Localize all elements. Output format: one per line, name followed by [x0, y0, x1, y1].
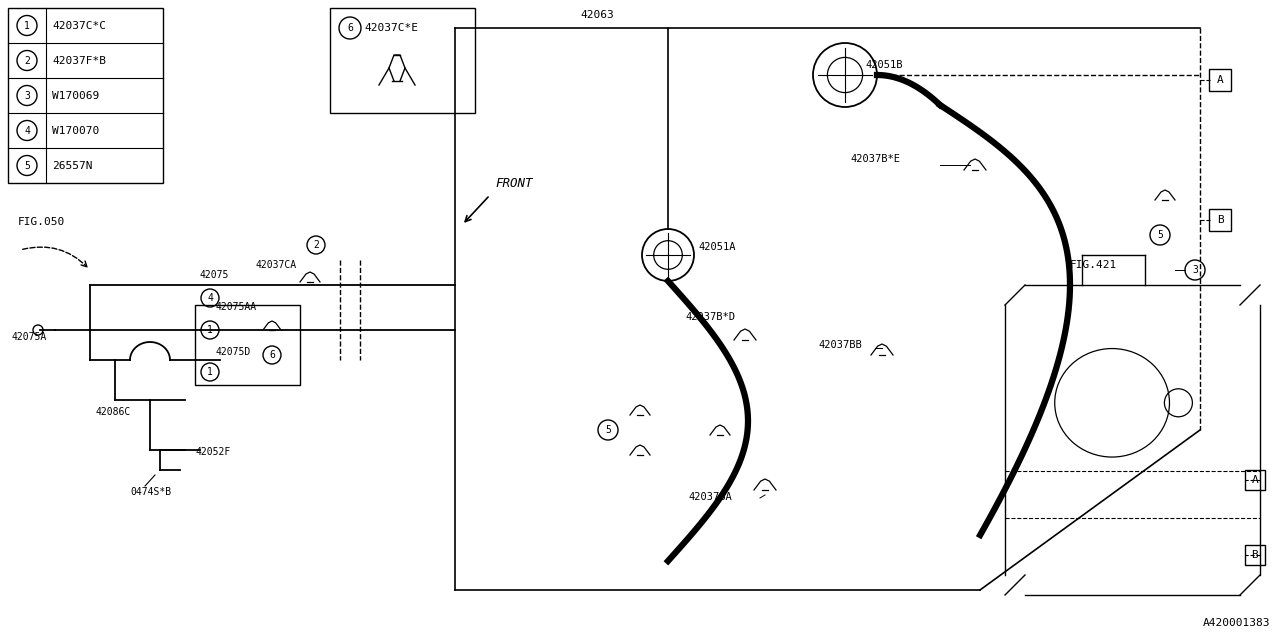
Text: FIG.050: FIG.050 — [18, 217, 65, 227]
Text: 0474S*B: 0474S*B — [131, 487, 172, 497]
Bar — [1210, 69, 1231, 91]
Bar — [195, 305, 300, 385]
Text: 42037C*C: 42037C*C — [52, 20, 106, 31]
Text: 5: 5 — [605, 425, 611, 435]
Text: 4: 4 — [207, 293, 212, 303]
Text: 6: 6 — [347, 23, 353, 33]
Text: 42051A: 42051A — [698, 242, 736, 252]
Text: W170070: W170070 — [52, 125, 100, 136]
Text: 42037C*E: 42037C*E — [364, 23, 419, 33]
Text: W170069: W170069 — [52, 90, 100, 100]
Text: 42037F*B: 42037F*B — [52, 56, 106, 65]
Text: 42075AA: 42075AA — [215, 302, 256, 312]
Text: 42037B*E: 42037B*E — [850, 154, 900, 164]
Text: 2: 2 — [314, 240, 319, 250]
Text: 2: 2 — [24, 56, 29, 65]
Text: 5: 5 — [24, 161, 29, 170]
Text: 42051B: 42051B — [865, 60, 902, 70]
Text: 42075D: 42075D — [215, 347, 251, 357]
Text: FRONT: FRONT — [495, 177, 532, 190]
Text: 4: 4 — [24, 125, 29, 136]
Bar — [330, 8, 475, 113]
Text: 1: 1 — [24, 20, 29, 31]
Text: 3: 3 — [1192, 265, 1198, 275]
Text: B: B — [1252, 550, 1258, 560]
Bar — [1245, 470, 1265, 490]
Text: 6: 6 — [269, 350, 275, 360]
Bar — [8, 8, 163, 183]
Text: A: A — [1252, 475, 1258, 485]
Text: B: B — [1216, 215, 1224, 225]
Bar — [1245, 545, 1265, 565]
Text: 1: 1 — [207, 367, 212, 377]
Bar — [1210, 209, 1231, 231]
Text: 1: 1 — [207, 325, 212, 335]
Text: 42075: 42075 — [200, 270, 229, 280]
Text: 42037BB: 42037BB — [818, 340, 861, 350]
Text: 42052F: 42052F — [195, 447, 230, 457]
Text: A: A — [1216, 75, 1224, 85]
Text: 42037B*D: 42037B*D — [685, 312, 735, 322]
Text: 42037CA: 42037CA — [255, 260, 296, 270]
Text: 42063: 42063 — [580, 10, 613, 20]
Text: 5: 5 — [1157, 230, 1164, 240]
Text: 42075A: 42075A — [12, 332, 47, 342]
Text: 3: 3 — [24, 90, 29, 100]
Text: 42037BA: 42037BA — [689, 492, 732, 502]
Text: 26557N: 26557N — [52, 161, 92, 170]
Text: 42086C: 42086C — [95, 407, 131, 417]
Text: FIG.421: FIG.421 — [1070, 260, 1117, 270]
Text: A420001383: A420001383 — [1202, 618, 1270, 628]
